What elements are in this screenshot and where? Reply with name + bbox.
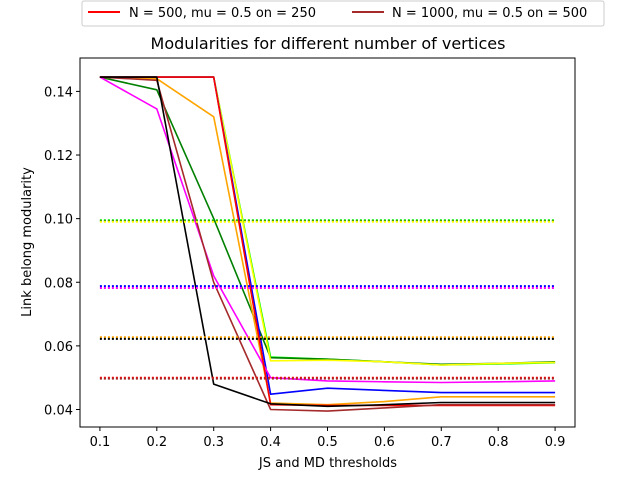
legend-frame [81,0,605,27]
y-tick-label-1: 0.06 [44,340,73,355]
x-tick-label-4: 0.5 [317,435,338,450]
series-line-7 [99,76,556,412]
x-tick-label-3: 0.4 [260,435,281,450]
x-tick-label-1: 0.2 [146,435,167,450]
series-line-8 [99,76,556,408]
x-tick-label-2: 0.3 [203,435,224,450]
y-tick-label-5: 0.14 [44,85,73,100]
plot-area: 0.1 0.2 0.3 0.4 0.5 0.6 0.7 0.8 0.9 0.04 0.06 0.08 0… [44,57,576,450]
series-line-5 [99,76,556,384]
x-tick-label-8: 0.9 [545,435,566,450]
legend-label-n500: N = 500, mu = 0.5 on = 250 [129,6,316,21]
chart-title: Modularities for different number of ver… [151,34,506,53]
legend-label-n1000: N = 1000, mu = 0.5 on = 500 [392,6,587,21]
y-axis-label: Link belong modularity [20,167,35,317]
y-tick-label-0: 0.04 [44,404,73,419]
y-tick-label-2: 0.08 [44,276,73,291]
x-tick-label-6: 0.7 [431,435,452,450]
x-tick-label-7: 0.8 [488,435,509,450]
x-tick-label-5: 0.6 [374,435,395,450]
legend: N = 500, mu = 0.5 on = 250 N = 1000, mu … [81,0,605,27]
y-tick-label-3: 0.10 [44,213,73,228]
x-tick-label-0: 0.1 [90,435,111,450]
y-tick-label-4: 0.12 [44,149,73,164]
x-axis-label: JS and MD thresholds [258,456,397,471]
